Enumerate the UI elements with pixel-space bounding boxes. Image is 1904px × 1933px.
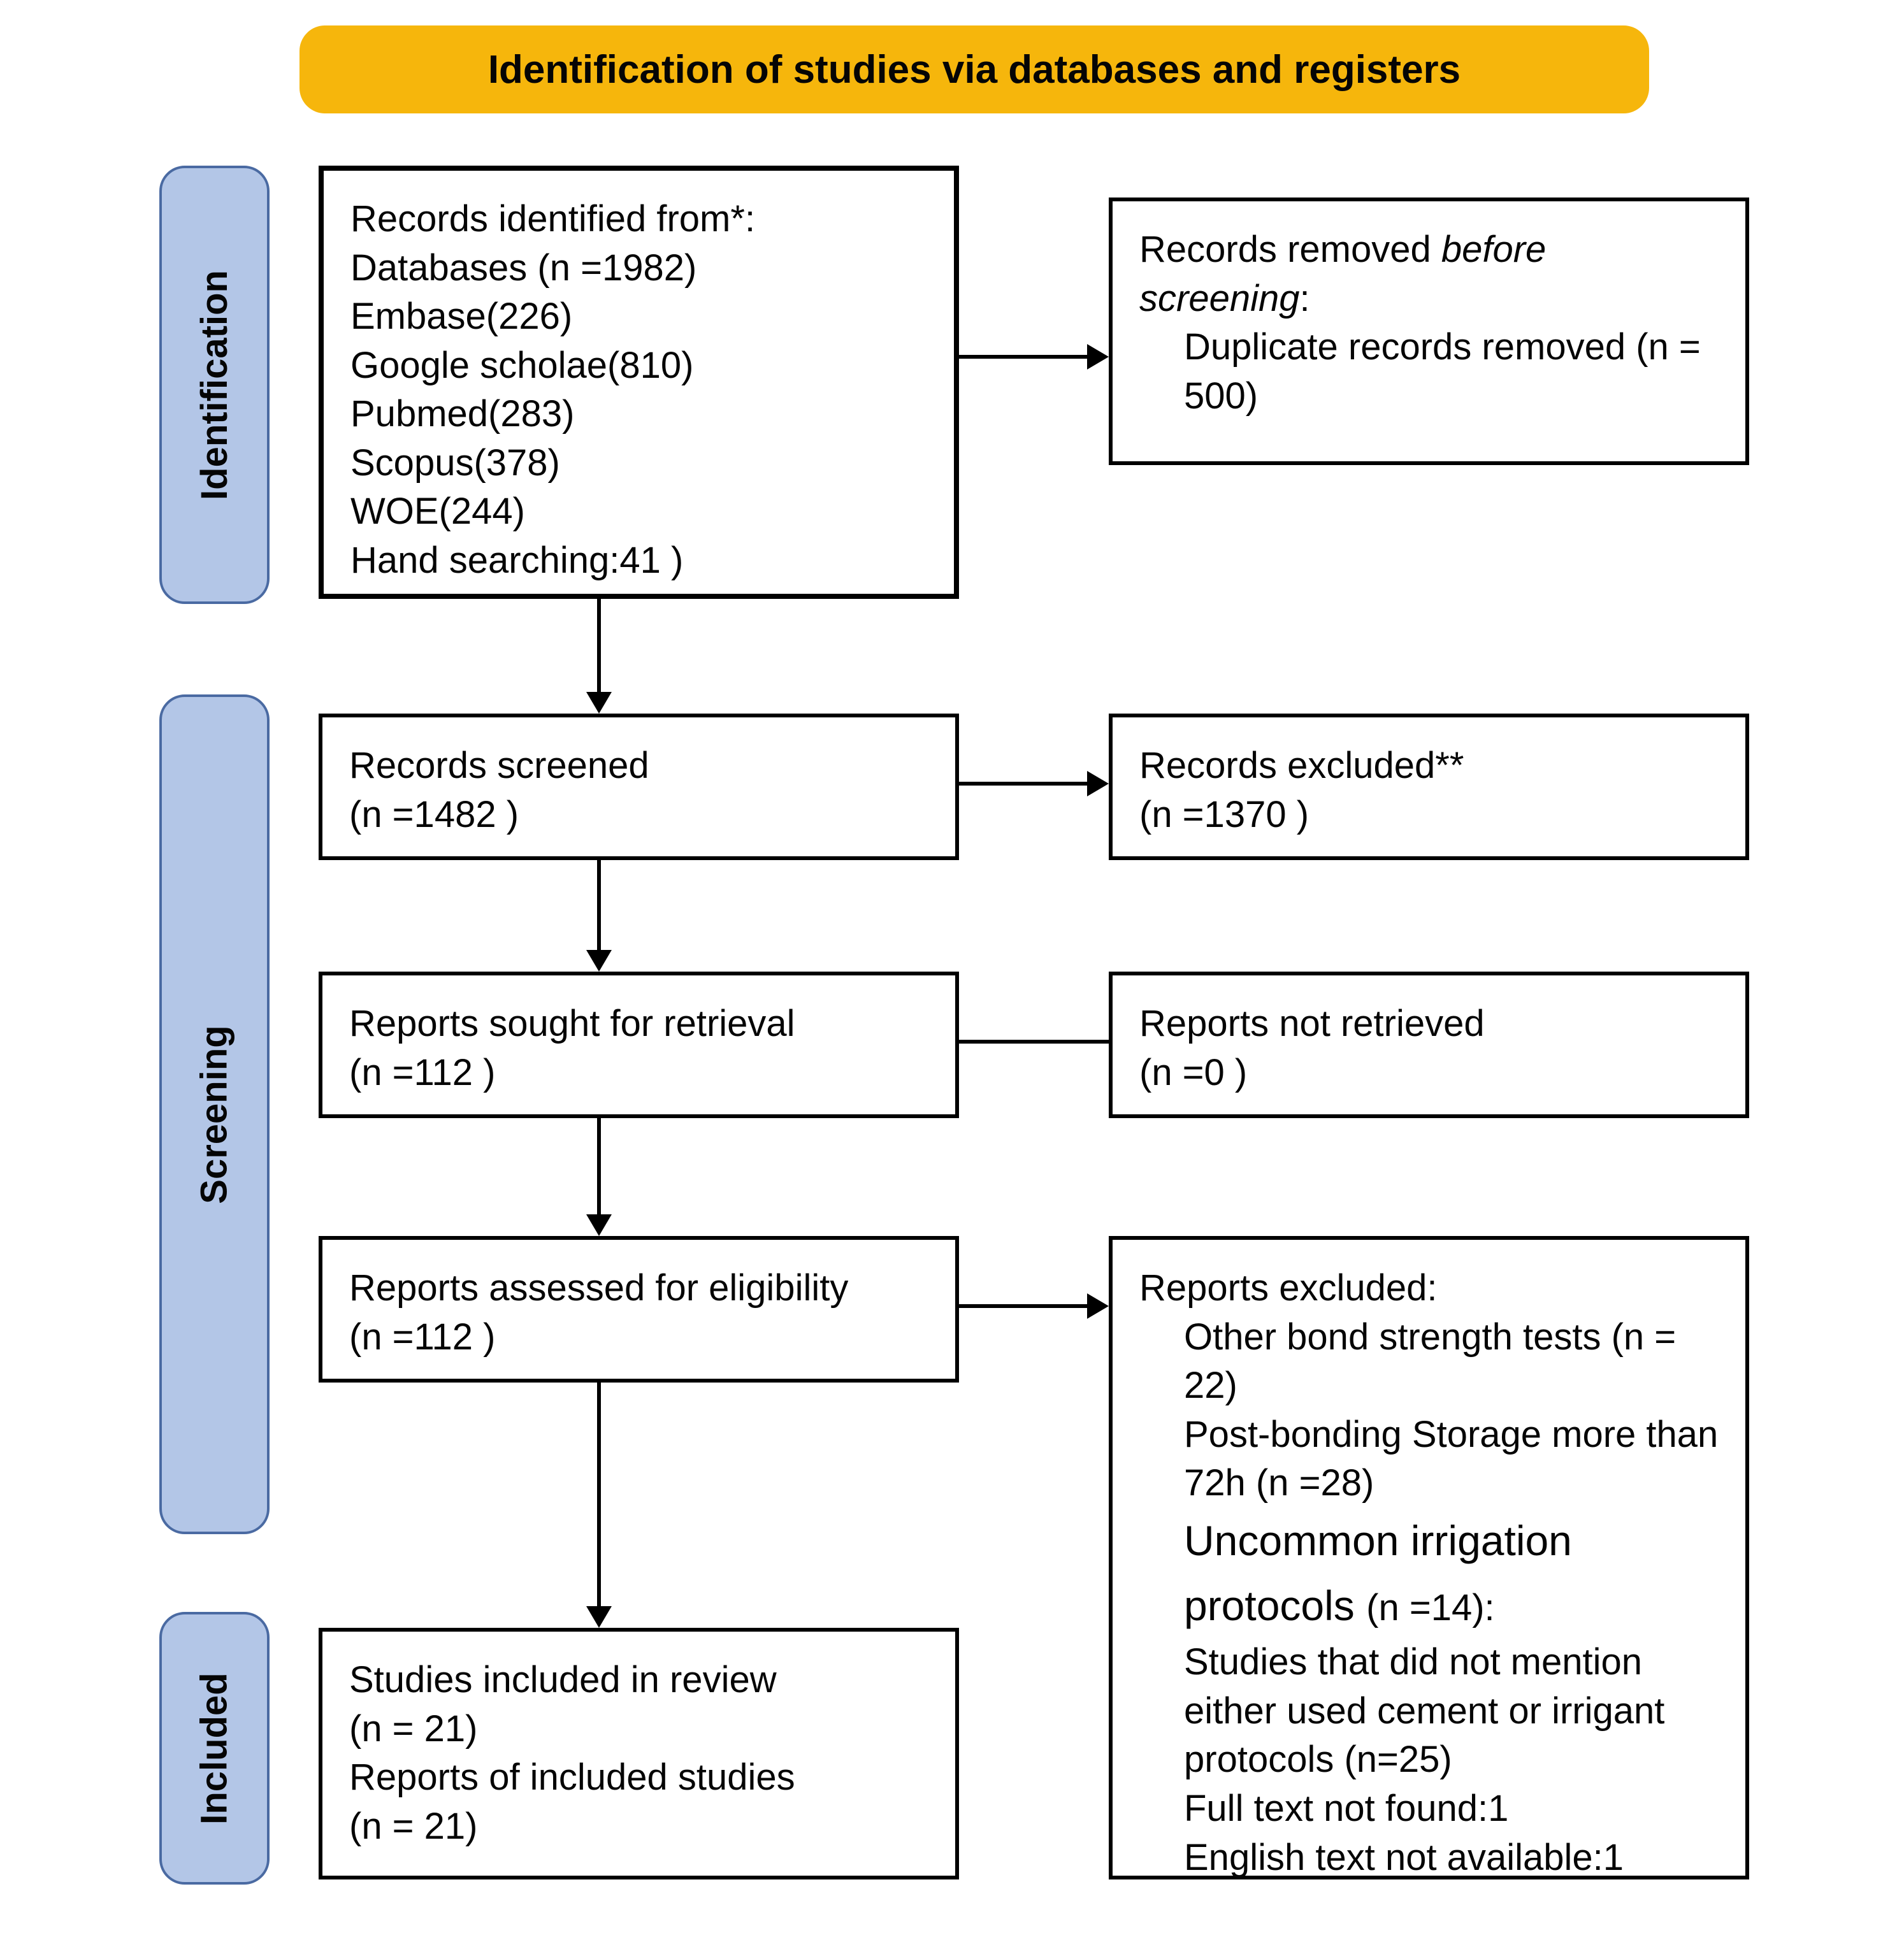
box-line: (n = 21)	[349, 1705, 928, 1754]
flow-box-b9: Studies included in review(n = 21)Report…	[319, 1628, 959, 1879]
box-line: Reports excluded:	[1139, 1264, 1719, 1313]
arrow-line	[959, 782, 1087, 786]
box-line: Embase(226)	[350, 292, 927, 341]
arrow-line	[597, 1118, 601, 1214]
stage-label: Screening	[193, 1025, 236, 1204]
flow-box-b3: Records screened(n =1482 )	[319, 714, 959, 860]
box-line: Reports not retrieved	[1139, 1000, 1719, 1049]
box-line: Other bond strength tests (n = 22)	[1139, 1313, 1719, 1411]
box-line: (n =0 )	[1139, 1049, 1719, 1098]
stage-label: Included	[193, 1672, 236, 1824]
arrow-line	[597, 1383, 601, 1606]
box-line: Records excluded**	[1139, 742, 1719, 791]
flow-box-b5: Reports sought for retrieval(n =112 )	[319, 972, 959, 1118]
box-line: WOE(244)	[350, 487, 927, 536]
box-line: Studies included in review	[349, 1656, 928, 1705]
box-line: Records identified from*:	[350, 195, 927, 244]
flow-box-b8: Reports excluded:Other bond strength tes…	[1109, 1236, 1749, 1879]
arrowhead-right-icon	[1087, 344, 1109, 370]
flow-box-b2: Records removed before screening:Duplica…	[1109, 198, 1749, 465]
box-line: (n = 21)	[349, 1802, 928, 1851]
arrowhead-down-icon	[586, 1606, 612, 1628]
header-band: Identification of studies via databases …	[299, 25, 1649, 113]
box-line: (n =112 )	[349, 1049, 928, 1098]
arrowhead-right-icon	[1087, 1293, 1109, 1319]
stage-tab-identification: Identification	[159, 166, 270, 604]
stage-label: Identification	[193, 270, 236, 500]
box-line: Reports sought for retrieval	[349, 1000, 928, 1049]
arrow-line	[959, 1304, 1087, 1308]
arrow-line	[597, 860, 601, 950]
arrowhead-down-icon	[586, 1214, 612, 1236]
arrow-line	[597, 599, 601, 692]
box-line: (n =1482 )	[349, 791, 928, 840]
box-line: Full text not found:1	[1139, 1785, 1719, 1834]
box-line: Databases (n =1982)	[350, 244, 927, 293]
arrow-line	[959, 1040, 1109, 1044]
flow-box-b4: Records excluded**(n =1370 )	[1109, 714, 1749, 860]
box-line: Uncommon irrigation protocols (n =14):	[1139, 1508, 1719, 1639]
stage-tab-included: Included	[159, 1612, 270, 1885]
box-line: Post-bonding Storage more than 72h (n =2…	[1139, 1411, 1719, 1508]
arrowhead-down-icon	[586, 950, 612, 972]
box-line: (n =112 )	[349, 1313, 928, 1362]
box-line: Records removed before screening:	[1139, 226, 1719, 323]
box-line: Duplicate records removed (n = 500)	[1139, 323, 1719, 420]
box-line: Hand searching:41 )	[350, 536, 927, 586]
box-line: Reports assessed for eligibility	[349, 1264, 928, 1313]
arrowhead-right-icon	[1087, 771, 1109, 796]
flow-box-b6: Reports not retrieved(n =0 )	[1109, 972, 1749, 1118]
arrowhead-down-icon	[586, 692, 612, 714]
box-line: Studies that did not mention either used…	[1139, 1638, 1719, 1785]
box-line: (n =1370 )	[1139, 791, 1719, 840]
stage-tab-screening: Screening	[159, 694, 270, 1534]
flow-box-b7: Reports assessed for eligibility(n =112 …	[319, 1236, 959, 1383]
box-line: Pubmed(283)	[350, 390, 927, 439]
header-title: Identification of studies via databases …	[488, 47, 1460, 92]
box-line: Records screened	[349, 742, 928, 791]
box-line: English text not available:1	[1139, 1834, 1719, 1883]
flow-box-b1: Records identified from*:Databases (n =1…	[319, 166, 959, 599]
box-line: Google scholae(810)	[350, 341, 927, 391]
box-line: Scopus(378)	[350, 439, 927, 488]
arrow-line	[959, 355, 1087, 359]
box-line: Reports of included studies	[349, 1753, 928, 1802]
